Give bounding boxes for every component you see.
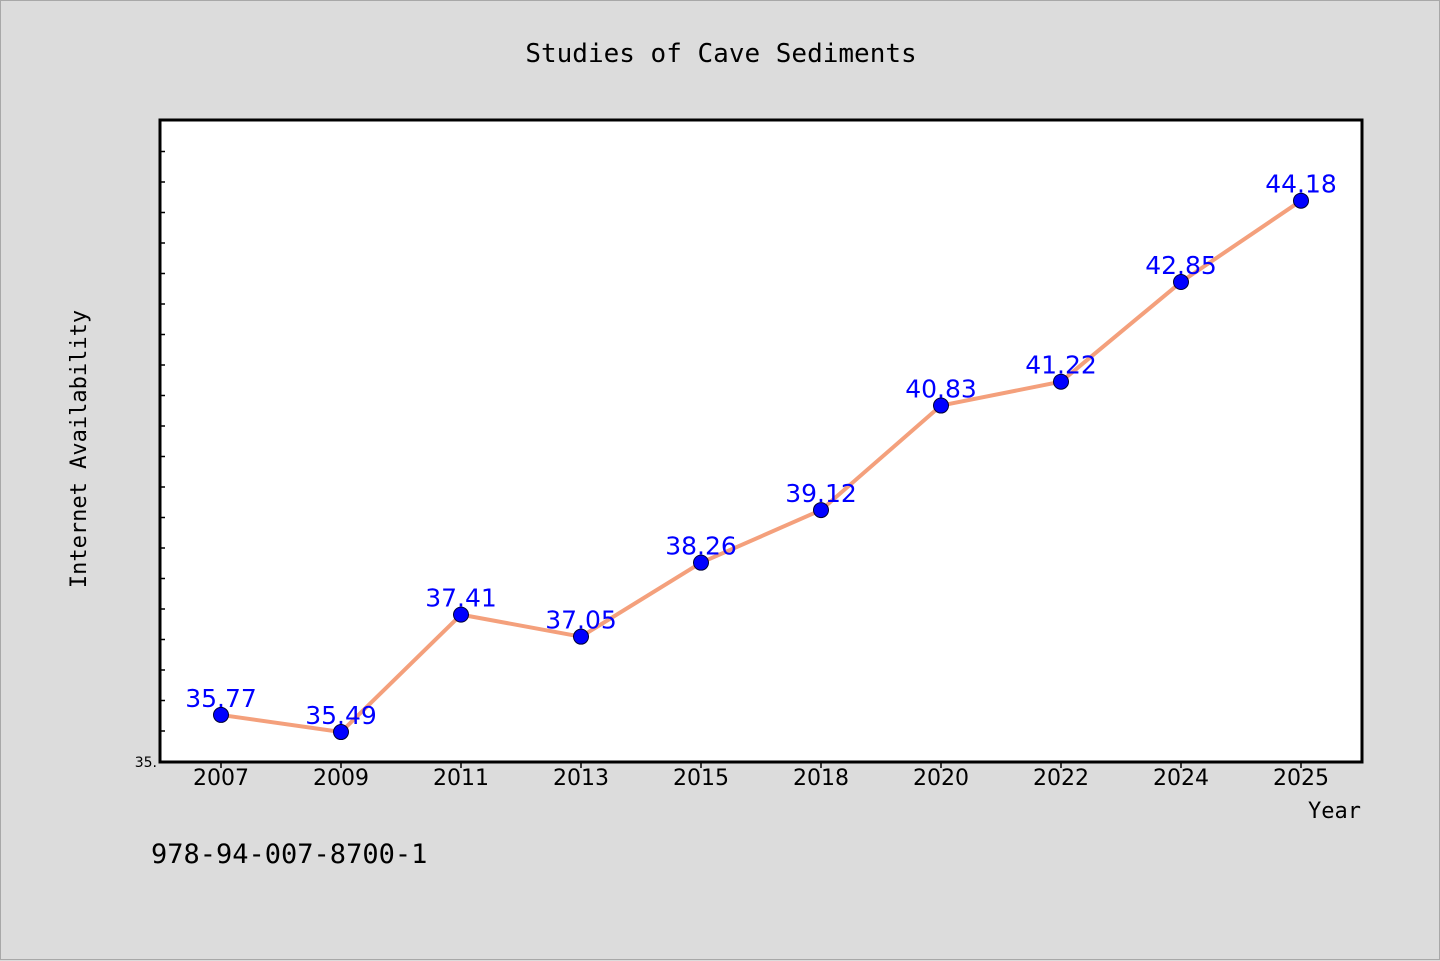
y-tick-label: 35. — [135, 755, 157, 771]
y-axis-ticks — [160, 150, 165, 732]
y-axis-label: Internet Availability — [67, 310, 92, 588]
data-point — [213, 706, 229, 723]
x-axis-ticks — [220, 762, 1302, 768]
x-tick-label: 2007 — [193, 766, 249, 791]
x-tick-label: 2018 — [793, 766, 849, 791]
x-tick-label: 2013 — [553, 766, 609, 791]
plot-area — [158, 118, 1364, 764]
data-label: 42.85 — [1145, 251, 1217, 280]
series-markers — [213, 192, 1309, 741]
isbn-text: 978-94-007-8700-1 — [151, 839, 427, 870]
data-label: 41.22 — [1025, 351, 1097, 380]
data-label: 39.12 — [785, 479, 857, 508]
data-point — [933, 397, 949, 414]
x-tick-label: 2024 — [1153, 766, 1209, 791]
data-labels: 35.77 35.49 37.41 37.05 38.26 39.12 40.83 41.22… — [185, 170, 1337, 730]
data-point — [813, 502, 829, 519]
data-point — [693, 554, 709, 571]
data-point — [1293, 192, 1309, 209]
data-point — [333, 724, 349, 741]
x-tick-label: 2020 — [913, 766, 969, 791]
data-label: 35.77 — [185, 684, 257, 713]
chart-title: Studies of Cave Sediments — [525, 39, 916, 69]
x-tick-label: 2011 — [433, 766, 489, 791]
data-label: 35.49 — [305, 701, 377, 730]
data-label: 37.41 — [425, 584, 497, 613]
x-tick-label: 2009 — [313, 766, 369, 791]
data-point — [573, 628, 589, 645]
data-point — [453, 606, 469, 623]
data-label: 37.05 — [545, 606, 617, 635]
series-line-group — [220, 199, 1303, 735]
data-point — [1173, 274, 1189, 291]
x-axis-label: Year — [1308, 799, 1361, 824]
x-tick-label: 2022 — [1033, 766, 1089, 791]
x-tick-label: 2025 — [1273, 766, 1329, 791]
data-label: 40.83 — [905, 375, 977, 404]
x-tick-labels: 2007 2009 2011 2013 2015 2018 2020 2022 2024 2025 — [193, 766, 1329, 791]
data-label: 44.18 — [1265, 170, 1337, 199]
data-label: 38.26 — [665, 532, 737, 561]
data-point — [1053, 373, 1069, 390]
x-tick-label: 2015 — [673, 766, 729, 791]
series-line — [220, 199, 1303, 735]
